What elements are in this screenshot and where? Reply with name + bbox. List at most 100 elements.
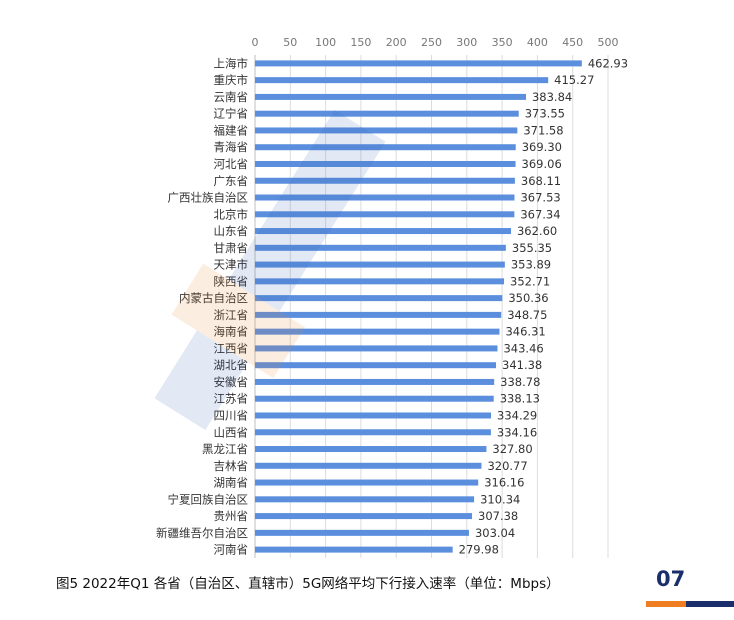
bar (255, 546, 453, 553)
bar (255, 362, 497, 369)
category-label: 四川省 (214, 408, 249, 422)
category-label: 甘肃省 (214, 241, 249, 255)
footer-accent-navy (686, 601, 734, 607)
x-tick-label: 500 (598, 36, 619, 49)
x-tick-label: 400 (527, 36, 548, 49)
bar (255, 345, 498, 352)
bar (255, 278, 505, 285)
category-label: 福建省 (214, 123, 249, 137)
value-label: 415.27 (554, 73, 594, 87)
value-label: 383.84 (532, 90, 572, 104)
value-label: 371.58 (523, 123, 563, 137)
category-label: 贵州省 (214, 509, 249, 523)
bar (255, 311, 502, 318)
value-label: 307.38 (478, 509, 518, 523)
value-label: 303.04 (475, 526, 515, 540)
bar (255, 244, 506, 251)
category-label: 重庆市 (214, 73, 249, 87)
value-label: 353.89 (511, 258, 551, 272)
value-label: 341.38 (502, 358, 542, 372)
value-label: 369.06 (522, 157, 562, 171)
x-tick-label: 150 (350, 36, 371, 49)
bar (255, 496, 475, 503)
bar (255, 194, 515, 201)
value-label: 343.46 (503, 341, 543, 355)
bar (255, 513, 473, 520)
value-label: 350.36 (508, 291, 548, 305)
bar (255, 295, 503, 302)
category-label: 陕西省 (214, 274, 249, 288)
value-label: 346.31 (505, 325, 545, 339)
x-tick-label: 450 (562, 36, 583, 49)
value-label: 316.16 (484, 476, 524, 490)
value-label: 367.34 (520, 207, 560, 221)
page-number: 07 (656, 567, 686, 591)
category-label: 黑龙江省 (202, 442, 248, 456)
bar (255, 395, 494, 402)
category-label: 江苏省 (214, 392, 249, 406)
bar (255, 144, 516, 151)
category-label: 山东省 (214, 224, 249, 238)
value-label: 369.30 (522, 140, 562, 154)
category-label: 辽宁省 (214, 107, 249, 121)
value-label: 368.11 (521, 174, 561, 188)
value-label: 367.53 (520, 191, 560, 205)
category-label: 湖南省 (214, 476, 249, 490)
category-label: 湖北省 (214, 358, 249, 372)
bar (255, 60, 582, 67)
x-tick-label: 350 (492, 36, 513, 49)
value-label: 462.93 (588, 56, 628, 70)
category-label: 浙江省 (214, 308, 249, 322)
bar (255, 110, 519, 117)
x-tick-label: 50 (283, 36, 297, 49)
x-tick-label: 300 (456, 36, 477, 49)
bar (255, 446, 487, 453)
category-label: 山西省 (214, 425, 249, 439)
value-label: 310.34 (480, 492, 520, 506)
value-label: 373.55 (525, 107, 565, 121)
bar (255, 177, 515, 184)
chart-area: 0 50 100 150 200 250 300 350 400 450 500 上海市 462.93 重… (156, 36, 628, 558)
category-label: 宁夏回族自治区 (168, 492, 249, 506)
value-label: 334.16 (497, 425, 537, 439)
category-label: 天津市 (214, 258, 249, 272)
bar (255, 93, 526, 100)
bar (255, 412, 492, 419)
category-label: 广东省 (214, 174, 249, 188)
bar (255, 429, 491, 436)
value-label: 279.98 (459, 543, 499, 557)
category-label: 上海市 (214, 56, 249, 70)
value-label: 338.78 (500, 375, 540, 389)
category-label: 江西省 (214, 341, 249, 355)
bar (255, 127, 518, 134)
bar (255, 211, 515, 218)
figure-caption: 图5 2022年Q1 各省（自治区、直辖市）5G网络平均下行接入速率（单位：Mb… (56, 576, 560, 592)
category-label: 内蒙古自治区 (179, 291, 248, 305)
value-label: 348.75 (507, 308, 547, 322)
value-label: 338.13 (500, 392, 540, 406)
category-label: 云南省 (214, 90, 249, 104)
category-label: 吉林省 (214, 459, 249, 473)
bar (255, 328, 500, 335)
category-label: 河南省 (214, 543, 249, 557)
category-label: 新疆维吾尔自治区 (156, 526, 248, 540)
value-label: 352.71 (510, 274, 550, 288)
bar (255, 378, 495, 385)
category-label: 安徽省 (214, 375, 249, 389)
value-label: 362.60 (517, 224, 557, 238)
bar (255, 529, 469, 536)
bar-chart: 0 50 100 150 200 250 300 350 400 450 500 上海市 462.93 重… (156, 36, 628, 558)
footer-accent-orange (646, 601, 686, 607)
bar (255, 261, 505, 268)
category-label: 河北省 (214, 157, 249, 171)
category-label: 青海省 (214, 140, 249, 154)
value-label: 327.80 (492, 442, 532, 456)
category-label: 北京市 (214, 207, 249, 221)
x-tick-label: 250 (421, 36, 442, 49)
category-label: 海南省 (214, 325, 249, 339)
x-tick-label: 0 (252, 36, 259, 49)
bar (255, 160, 516, 167)
value-label: 320.77 (487, 459, 527, 473)
bar (255, 479, 479, 486)
bar (255, 228, 511, 235)
